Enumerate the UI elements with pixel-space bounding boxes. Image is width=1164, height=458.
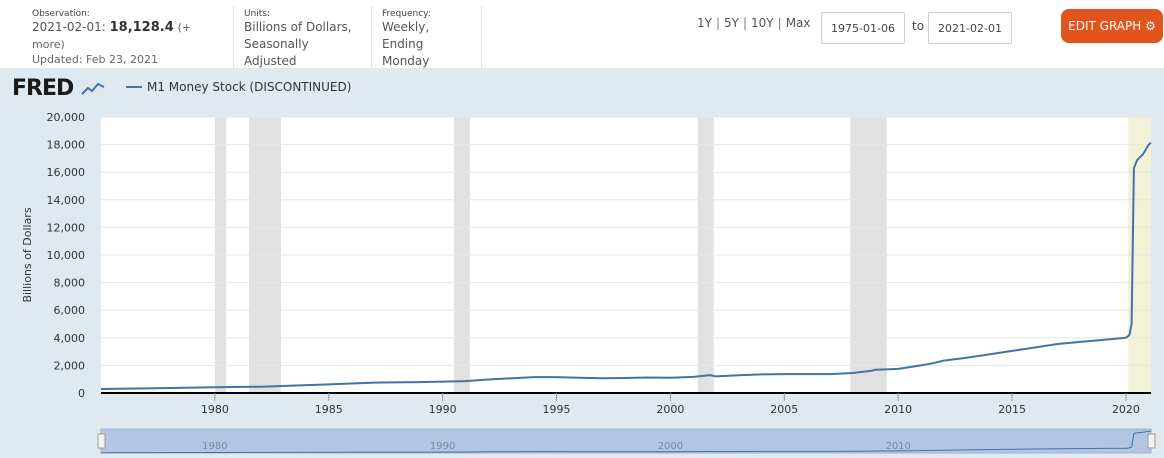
navigator-left-handle[interactable] xyxy=(97,433,106,449)
range-separator: | xyxy=(777,16,782,30)
start-date-input[interactable]: 1975-01-06 xyxy=(821,12,905,44)
range-selector: 1Y | 5Y | 10Y | Max xyxy=(697,16,811,30)
x-tick-label: 2020 xyxy=(1112,403,1140,416)
gear-icon: ⚙ xyxy=(1145,19,1156,33)
range-max[interactable]: Max xyxy=(785,16,811,30)
x-tick-label: 1995 xyxy=(543,403,571,416)
navigator-tick-label: 1990 xyxy=(430,441,455,452)
x-tick-label: 2015 xyxy=(998,403,1026,416)
x-tick-label: 2010 xyxy=(884,403,912,416)
units-label: Units: xyxy=(244,9,271,19)
units-line1: Billions of Dollars, xyxy=(244,20,352,34)
y-axis-title: Billions of Dollars xyxy=(21,207,34,302)
legend-series-label: M1 Money Stock (DISCONTINUED) xyxy=(147,80,352,94)
x-tick-label: 1980 xyxy=(201,403,229,416)
navigator-right-handle[interactable] xyxy=(1147,433,1156,449)
navigator-series-line xyxy=(100,430,1152,454)
units-line2: Seasonally Adjusted xyxy=(244,37,309,68)
y-tick-label: 0 xyxy=(78,387,85,400)
y-tick-label: 6,000 xyxy=(54,304,86,317)
updated-date: Updated: Feb 23, 2021 xyxy=(32,53,158,66)
to-label: to xyxy=(912,19,925,33)
observation-label: Observation: xyxy=(32,9,90,19)
x-tick-label: 1985 xyxy=(315,403,343,416)
legend-swatch xyxy=(126,86,142,88)
frequency-line2: Ending Monday xyxy=(382,37,430,68)
units-panel: Units: Billions of Dollars, Seasonally A… xyxy=(234,6,372,68)
fred-logo-text: FRED xyxy=(12,76,74,101)
header-bar: Observation: 2021-02-01: 18,128.4 (+ mor… xyxy=(0,0,1164,68)
frequency-panel: Frequency: Weekly, Ending Monday xyxy=(372,6,482,68)
observation-date: 2021-02-01: xyxy=(32,20,106,34)
frequency-label: Frequency: xyxy=(382,9,431,19)
series-line-m1 xyxy=(100,142,1152,390)
observation-panel: Observation: 2021-02-01: 18,128.4 (+ mor… xyxy=(22,6,234,68)
y-tick-label: 16,000 xyxy=(47,166,86,179)
range-5y[interactable]: 5Y xyxy=(724,16,739,30)
fred-logo: FRED xyxy=(12,76,106,101)
edit-graph-label: EDIT GRAPH xyxy=(1068,19,1142,33)
y-tick-label: 2,000 xyxy=(54,359,86,372)
y-tick-label: 12,000 xyxy=(47,221,86,234)
edit-graph-button[interactable]: EDIT GRAPH ⚙ xyxy=(1061,9,1163,43)
y-tick-label: 14,000 xyxy=(47,194,86,207)
observation-value-line: 2021-02-01: 18,128.4 (+ more) xyxy=(32,19,223,53)
range-separator: | xyxy=(715,16,721,30)
y-tick-label: 4,000 xyxy=(54,332,86,345)
range-10y[interactable]: 10Y xyxy=(751,16,774,30)
navigator-tick-label: 2000 xyxy=(658,441,683,452)
y-tick-label: 20,000 xyxy=(47,111,86,124)
range-1y[interactable]: 1Y xyxy=(697,16,712,30)
navigator-tick-label: 1980 xyxy=(202,441,227,452)
navigator-tick-label: 2010 xyxy=(885,441,910,452)
x-tick-label: 2005 xyxy=(770,403,798,416)
fred-chart-icon xyxy=(79,79,106,97)
chart-legend: M1 Money Stock (DISCONTINUED) xyxy=(126,80,351,94)
range-separator: | xyxy=(742,16,748,30)
y-tick-label: 8,000 xyxy=(54,277,86,290)
observation-value: 18,128.4 xyxy=(109,20,174,35)
observation-more-link[interactable]: (+ more) xyxy=(32,21,192,51)
main-chart[interactable]: 0 2,000 4,000 6,000 8,000 10,000 12,000 14,000 1… xyxy=(0,68,1164,458)
frequency-line1: Weekly, xyxy=(382,20,430,34)
y-tick-label: 10,000 xyxy=(47,249,86,262)
x-tick-label: 2000 xyxy=(656,403,684,416)
y-tick-label: 18,000 xyxy=(47,139,86,152)
x-tick-label: 1990 xyxy=(429,403,457,416)
navigator-selection[interactable] xyxy=(100,428,1152,454)
end-date-input[interactable]: 2021-02-01 xyxy=(928,12,1012,44)
